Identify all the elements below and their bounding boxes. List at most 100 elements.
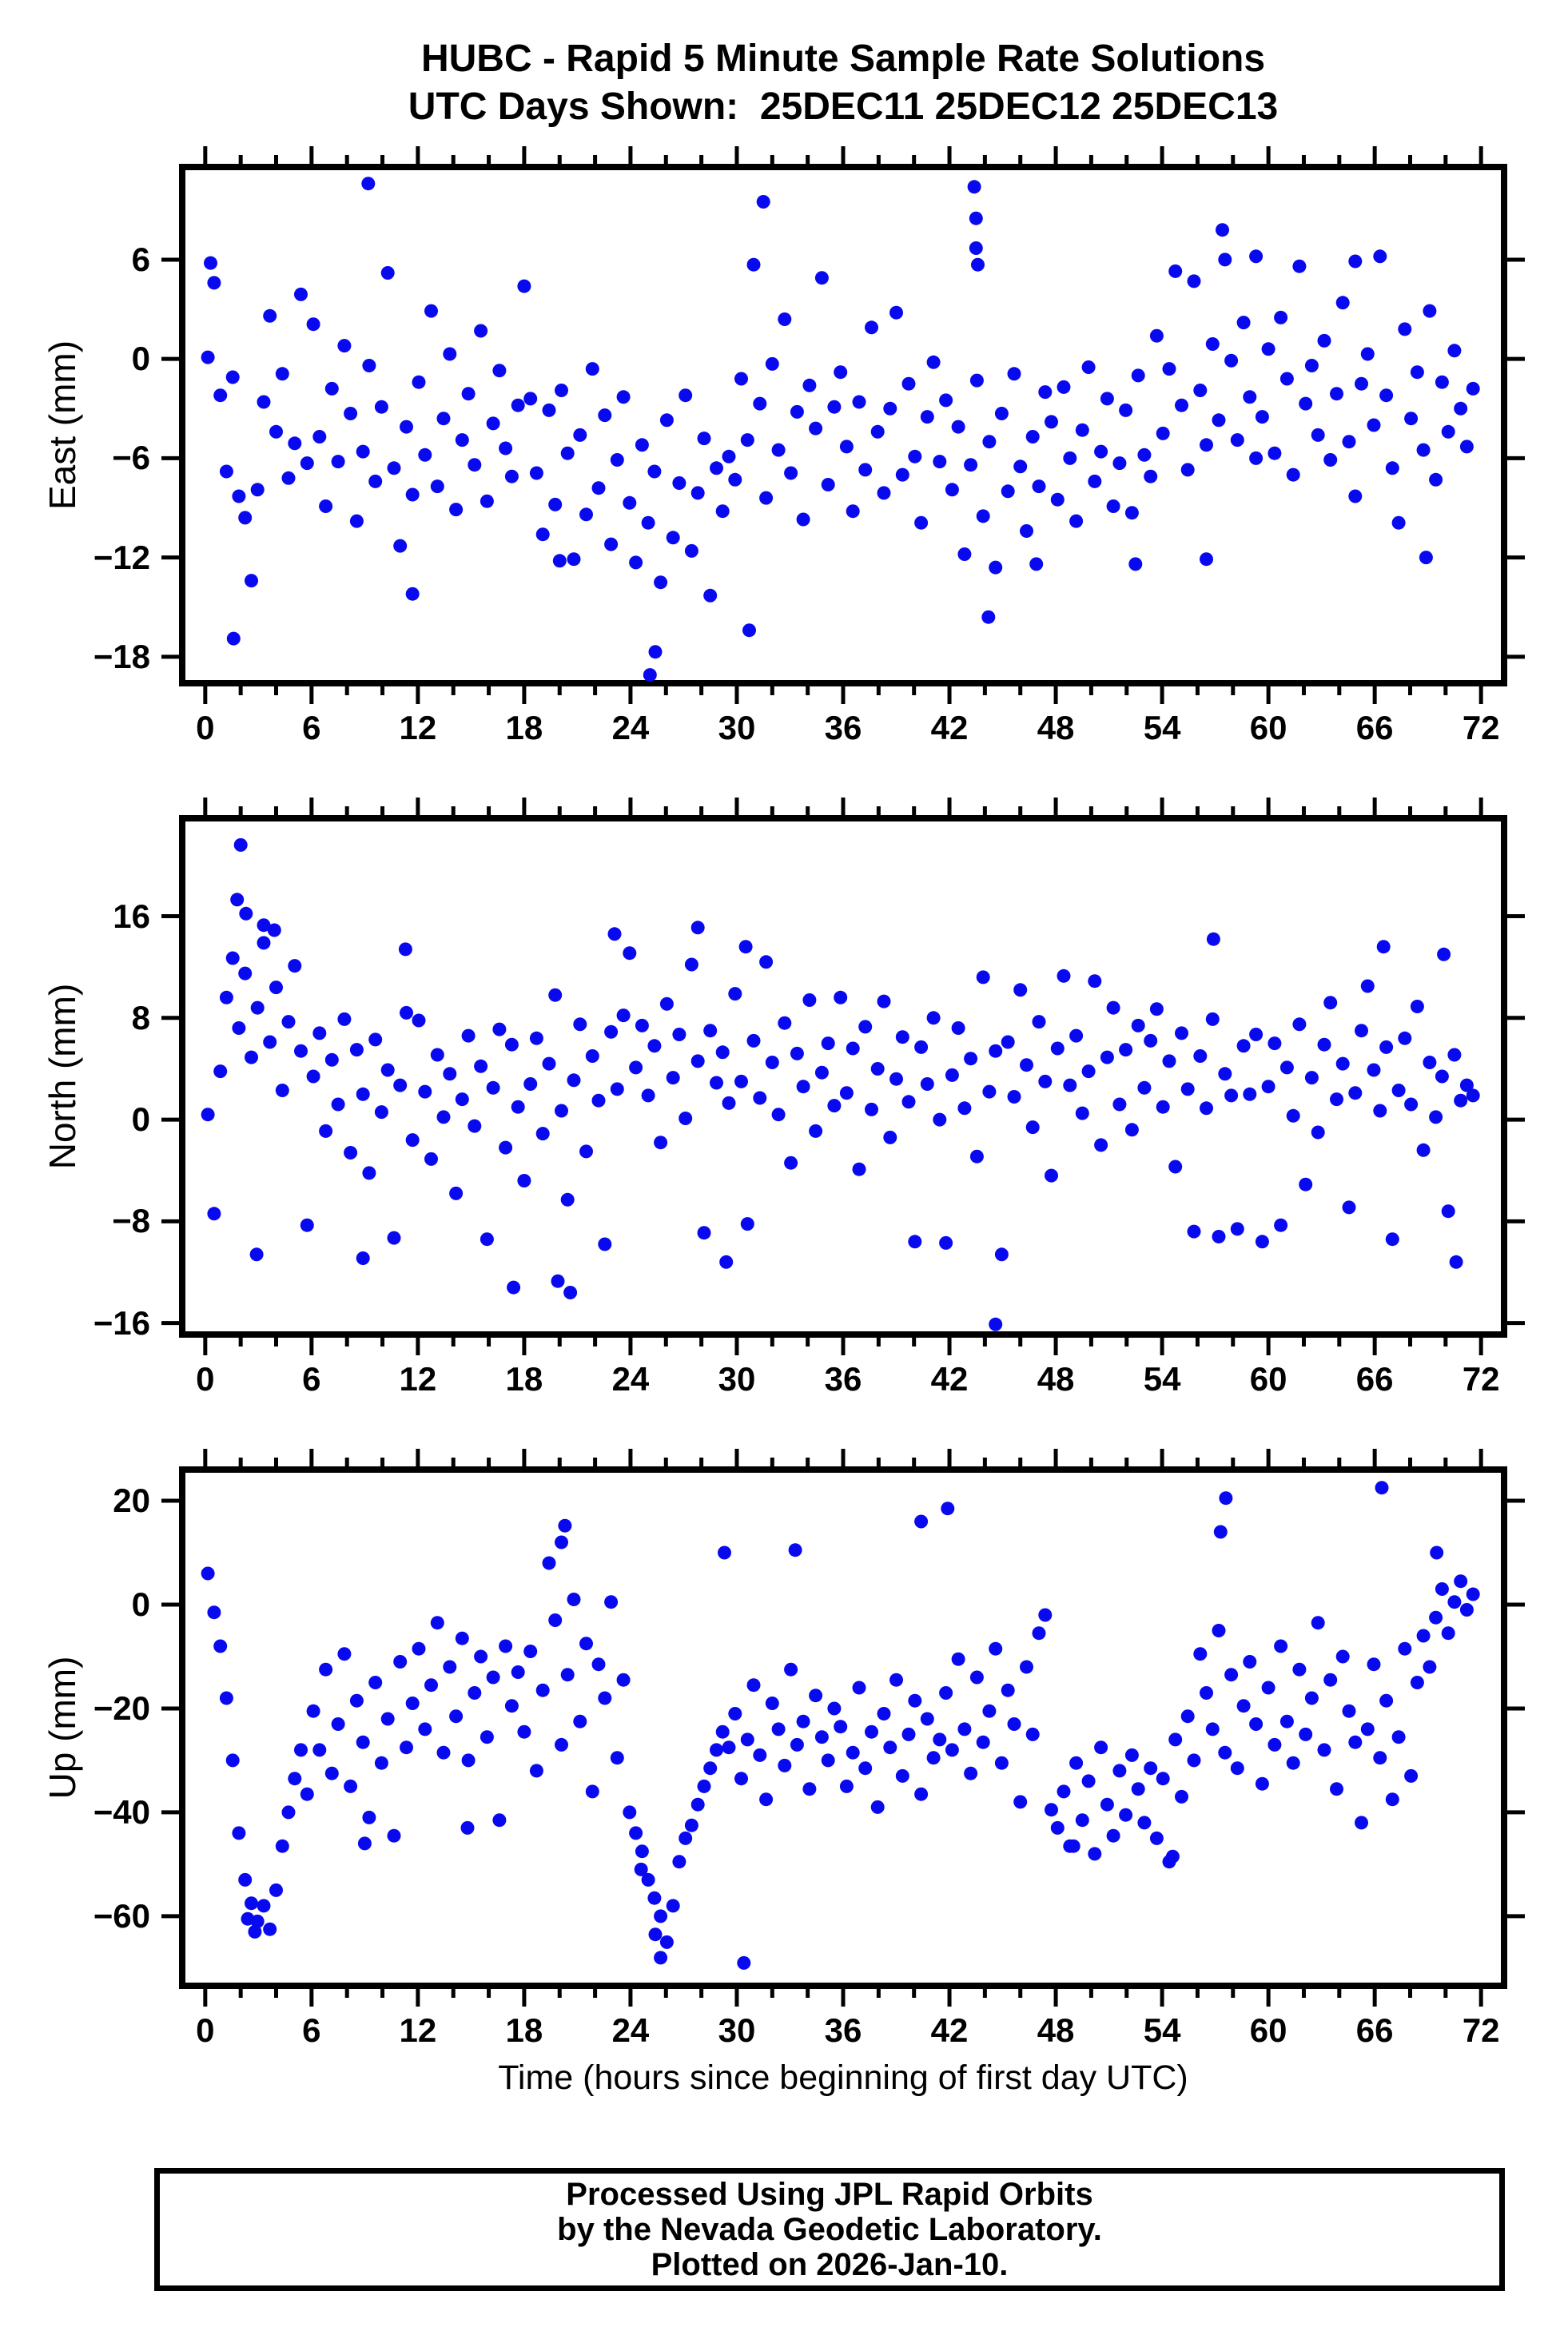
data-point <box>1205 1012 1220 1026</box>
data-point <box>1416 443 1431 457</box>
data-point <box>654 1136 668 1150</box>
data-point <box>728 1707 742 1720</box>
x-tick-label: 30 <box>718 1360 756 1398</box>
data-point <box>207 1605 221 1620</box>
data-point <box>957 1722 972 1736</box>
data-point <box>1292 1662 1307 1677</box>
data-point <box>1156 1772 1170 1786</box>
data-point <box>710 1076 723 1090</box>
data-point <box>1162 1054 1176 1068</box>
data-point <box>933 1112 947 1127</box>
data-point <box>294 1044 308 1058</box>
data-point <box>1057 1784 1071 1799</box>
data-point <box>920 410 934 424</box>
data-point <box>1423 1056 1437 1069</box>
x-tick-label: 18 <box>505 2011 543 2049</box>
data-point <box>1081 360 1096 374</box>
data-point <box>1224 353 1239 368</box>
data-point <box>908 1235 922 1249</box>
data-point <box>1038 1074 1053 1088</box>
data-point <box>1323 453 1338 467</box>
data-point <box>802 993 817 1007</box>
data-point <box>1156 1100 1170 1114</box>
x-tick-label: 6 <box>302 709 321 746</box>
data-point <box>697 1779 711 1793</box>
data-point <box>486 1080 500 1095</box>
data-point <box>337 1012 352 1026</box>
data-point <box>629 555 643 570</box>
data-point <box>933 455 947 469</box>
data-point <box>548 1613 563 1627</box>
data-point <box>1025 1727 1040 1741</box>
y-tick-label: −12 <box>93 538 150 576</box>
data-point <box>585 362 599 376</box>
data-point <box>560 446 575 460</box>
data-point <box>1200 1101 1213 1116</box>
data-point <box>1025 430 1040 444</box>
data-point <box>1311 1125 1325 1140</box>
data-point <box>263 1035 277 1049</box>
data-point <box>449 1186 464 1200</box>
data-point <box>245 1896 258 1911</box>
footer-line1: Processed Using JPL Rapid Orbits <box>566 2177 1093 2212</box>
data-point <box>1348 1086 1363 1100</box>
data-point <box>1213 1525 1228 1539</box>
data-point <box>455 1631 469 1645</box>
data-point <box>1131 1782 1145 1796</box>
data-point <box>368 1032 383 1047</box>
data-point <box>362 1166 376 1180</box>
data-point <box>989 560 1003 575</box>
data-point <box>1137 448 1152 462</box>
data-point <box>976 970 990 985</box>
data-point <box>1454 1093 1468 1108</box>
data-point <box>679 388 693 403</box>
data-point <box>1385 1232 1399 1247</box>
data-point <box>1398 322 1412 336</box>
data-point <box>914 1040 929 1054</box>
data-point <box>1119 1808 1133 1822</box>
data-point <box>647 1891 662 1905</box>
data-point <box>666 531 680 545</box>
data-point <box>1100 1050 1114 1064</box>
data-point <box>1466 381 1480 396</box>
data-point <box>1317 1037 1331 1052</box>
x-tick-label: 18 <box>505 1360 543 1398</box>
data-point <box>738 940 753 954</box>
data-point <box>1268 446 1282 460</box>
data-point <box>920 1712 934 1726</box>
x-tick-label: 0 <box>196 2011 215 2049</box>
data-point <box>579 507 593 522</box>
data-point <box>1373 249 1387 264</box>
data-point <box>1311 1616 1325 1630</box>
data-point <box>331 1717 345 1731</box>
data-point <box>1335 1056 1350 1071</box>
data-point <box>1466 1088 1480 1103</box>
data-point <box>1162 362 1176 376</box>
data-point <box>1360 979 1375 993</box>
data-point <box>1094 1138 1108 1152</box>
data-point <box>914 1787 929 1801</box>
data-point <box>654 575 668 590</box>
data-point <box>883 401 897 416</box>
data-point <box>1029 557 1044 571</box>
data-point <box>1144 1761 1158 1776</box>
data-point <box>945 1068 959 1082</box>
data-point <box>357 1836 372 1851</box>
data-point <box>1367 418 1381 432</box>
data-point <box>690 486 705 500</box>
data-point <box>852 395 866 409</box>
data-point <box>852 1681 866 1695</box>
data-point <box>1249 249 1264 264</box>
data-point <box>1268 1036 1282 1051</box>
data-point <box>690 1797 705 1812</box>
data-point <box>1025 1120 1040 1135</box>
data-point <box>306 317 320 332</box>
data-point <box>784 466 798 480</box>
data-point <box>834 365 848 380</box>
data-point <box>616 1673 631 1687</box>
data-point <box>248 1924 262 1939</box>
data-point <box>238 511 253 525</box>
data-point <box>634 1862 648 1876</box>
data-point <box>703 588 718 603</box>
data-point <box>1449 1255 1463 1269</box>
